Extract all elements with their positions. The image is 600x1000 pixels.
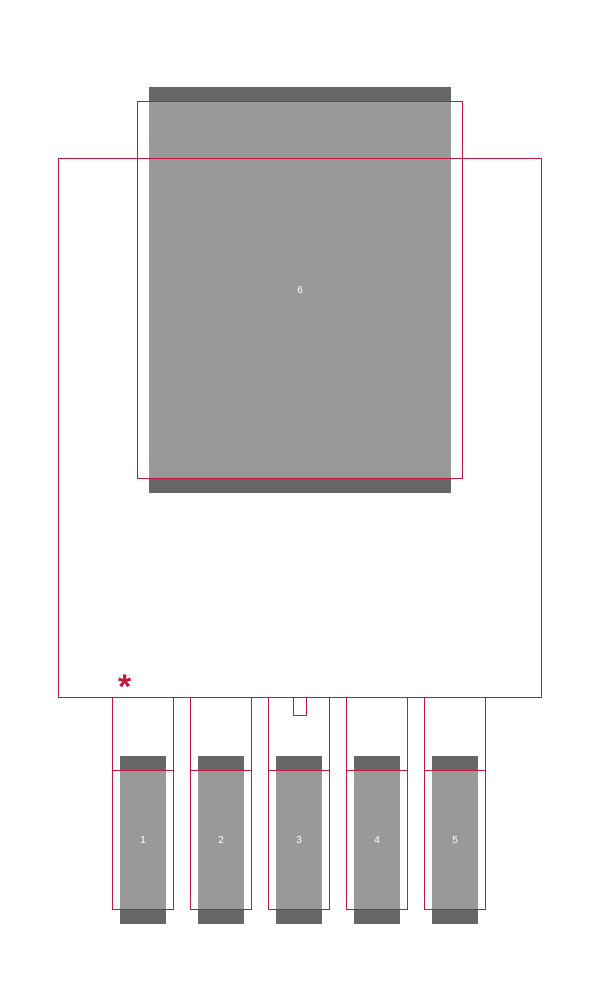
small-box-cap — [432, 756, 478, 770]
small-box-outline — [268, 770, 330, 910]
small-box-cap — [120, 756, 166, 770]
small-box-foot — [354, 910, 400, 924]
diagram-canvas: 6 * 12345 — [0, 0, 600, 1000]
main-outline — [58, 158, 542, 698]
small-box-outline — [346, 770, 408, 910]
small-box-foot — [276, 910, 322, 924]
top-box-cap — [149, 87, 451, 101]
small-box-outline — [112, 770, 174, 910]
small-box-outline — [424, 770, 486, 910]
small-box-outline — [190, 770, 252, 910]
small-box-foot — [120, 910, 166, 924]
small-box-cap — [198, 756, 244, 770]
small-box-foot — [432, 910, 478, 924]
small-box-foot — [198, 910, 244, 924]
small-box-cap — [276, 756, 322, 770]
small-box-cap — [354, 756, 400, 770]
